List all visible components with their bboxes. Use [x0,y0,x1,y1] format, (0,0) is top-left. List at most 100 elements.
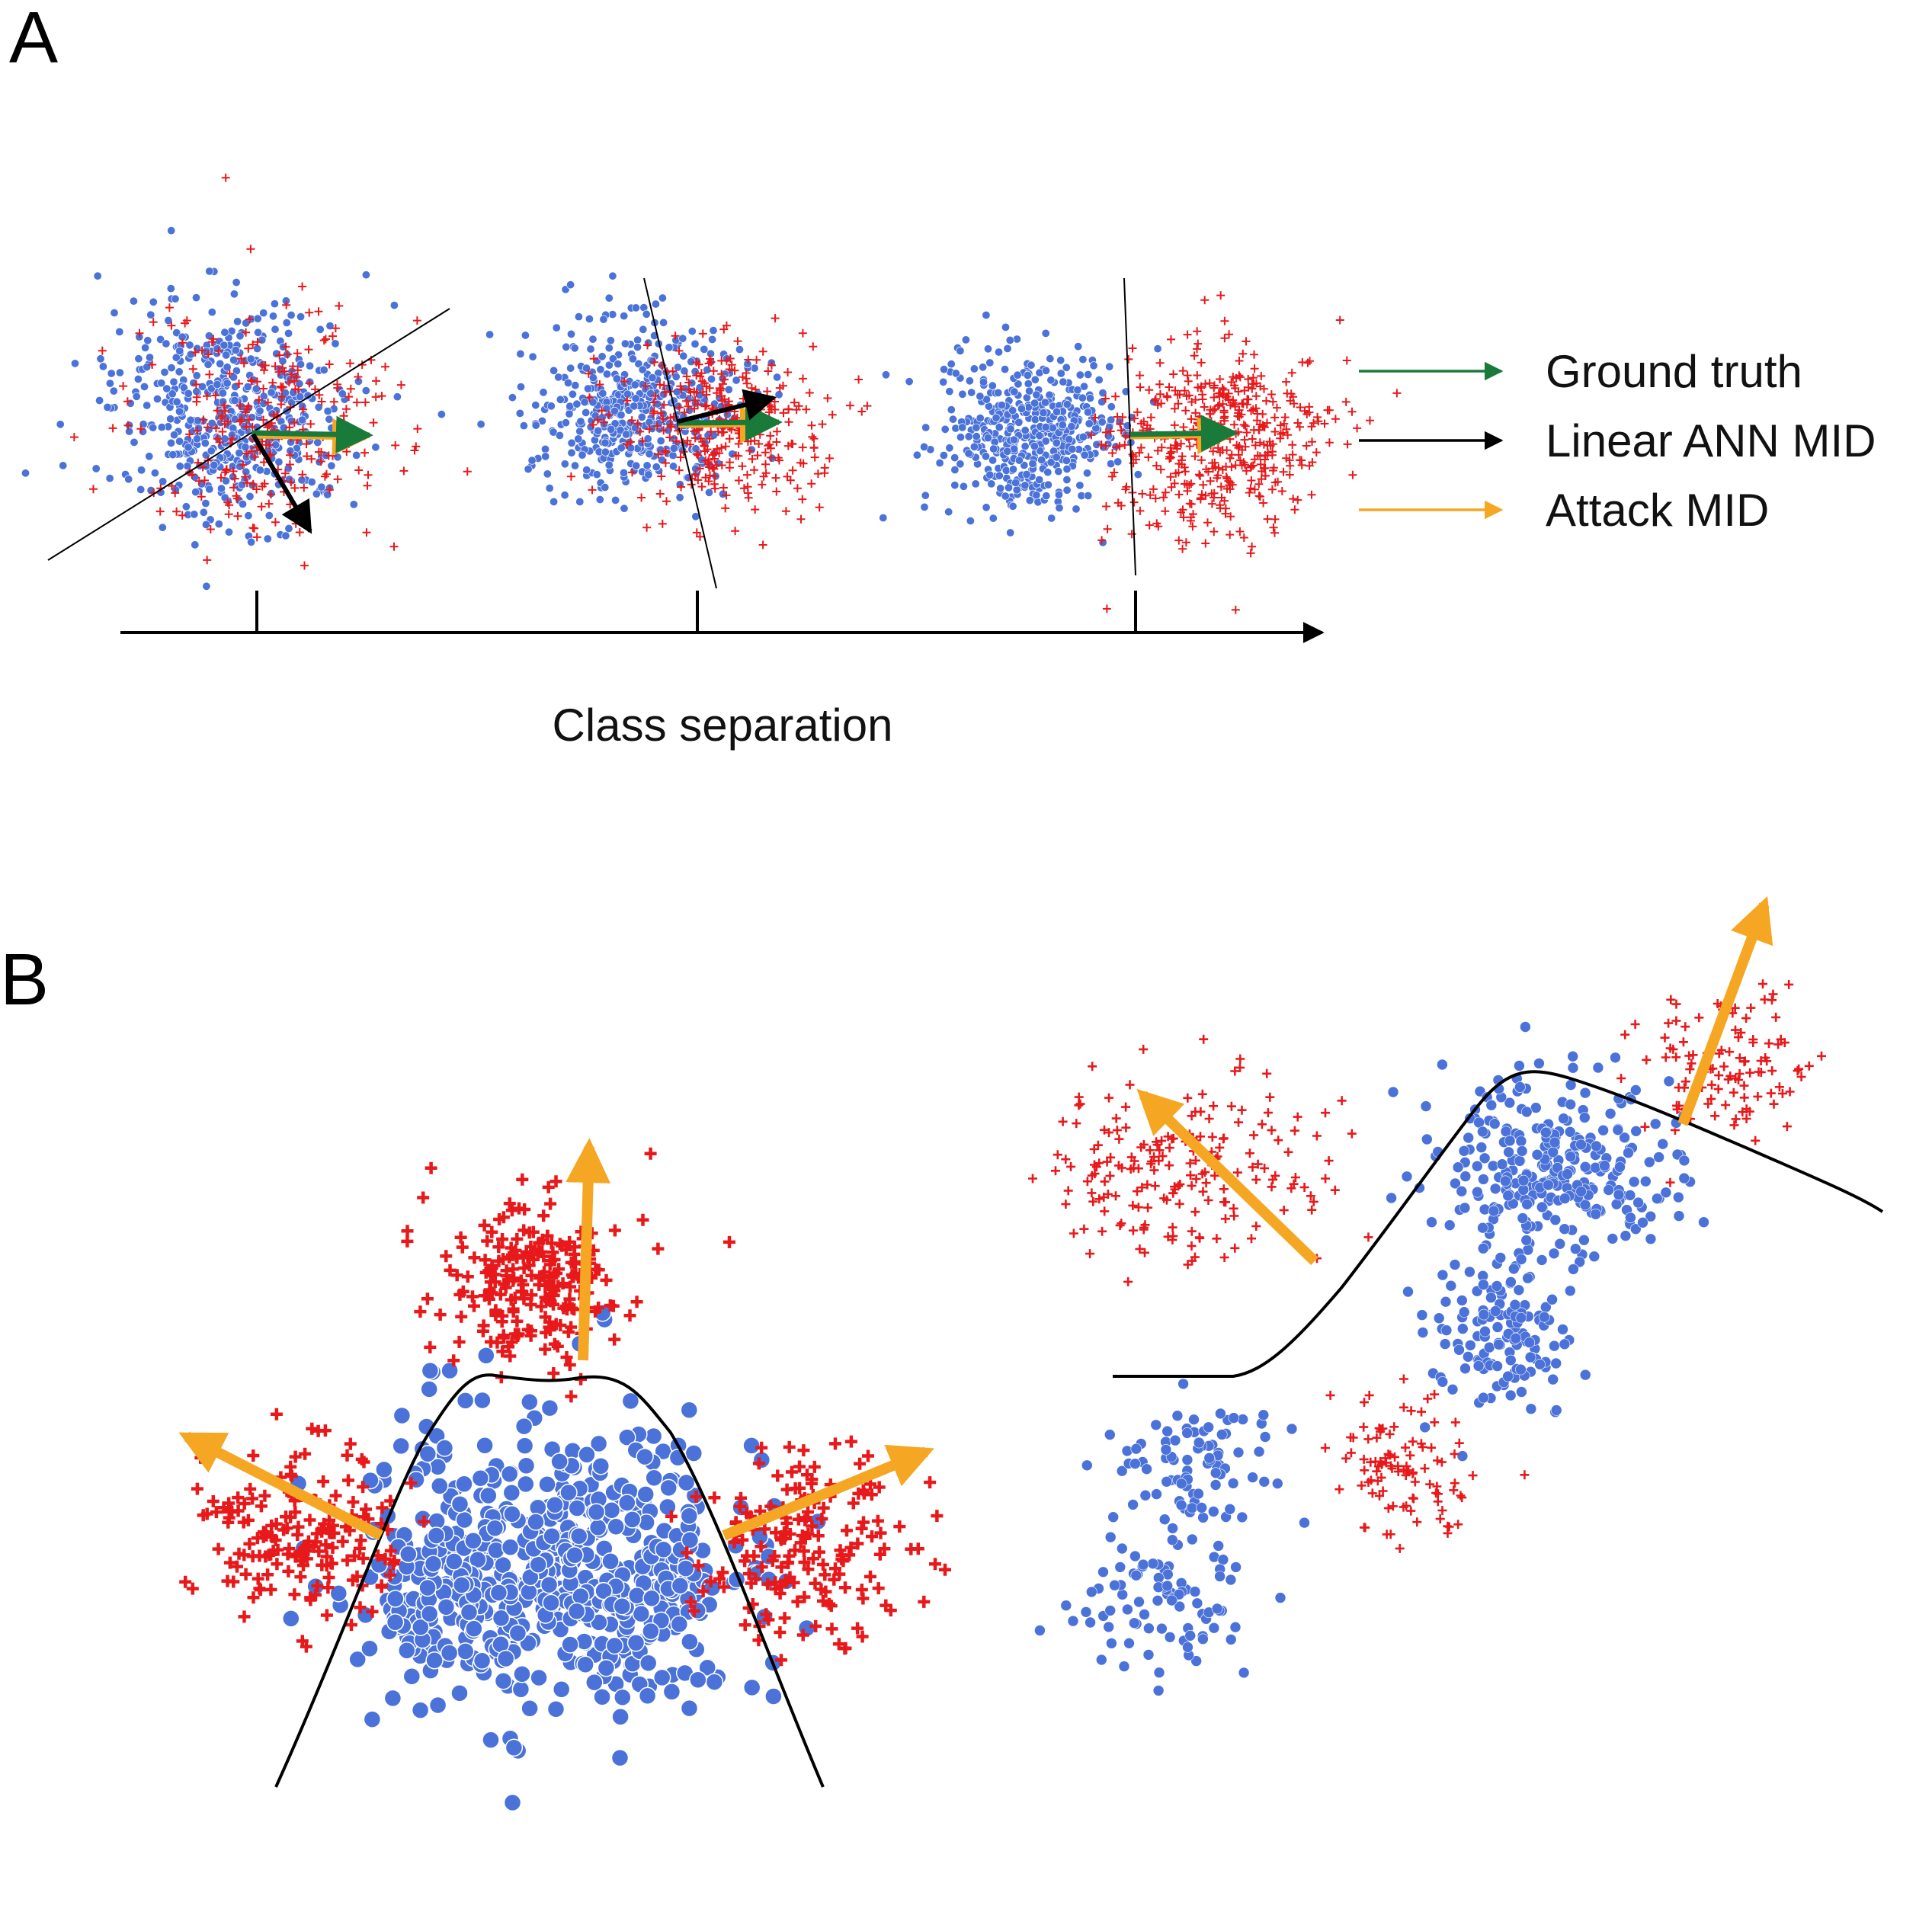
class-b-point [1123,1276,1133,1286]
class-b-point [662,448,670,457]
class-b-point [487,1268,499,1281]
class-a-point [221,476,230,485]
class-a-point [596,365,605,374]
class-b-point [1117,1219,1126,1228]
class-b-point [264,499,274,508]
class-a-point [1514,1081,1526,1093]
class-a-point [511,1680,530,1699]
class-a-point [1525,1403,1537,1414]
class-b-point [517,1292,530,1305]
class-a-point [296,312,306,322]
class-a-point [1001,466,1011,475]
class-b-point [193,426,202,435]
class-b-point [1408,1494,1418,1504]
class-b-point [751,505,760,514]
class-a-point [563,378,572,387]
class-a-point [1097,418,1107,427]
class-a-point [1505,1354,1517,1366]
class-b-point [245,415,254,424]
class-b-point [1312,448,1321,457]
class-b-point [466,1290,479,1303]
class-a-point [1046,354,1055,364]
class-b-point [1753,1091,1763,1101]
class-b-point [1102,1157,1112,1167]
class-b-point [320,1550,333,1563]
class-a-point [1456,1450,1469,1462]
class-a-point [1607,1233,1619,1244]
class-a-point [1104,1605,1116,1616]
class-a-point [1156,1622,1168,1635]
class-a-point [1588,1251,1600,1262]
class-a-point [1024,379,1033,388]
class-a-point [1014,456,1024,465]
class-a-point [224,527,233,537]
class-b-point [812,1529,825,1542]
class-b-point [1203,518,1212,527]
class-b-point [734,439,743,448]
class-b-point [89,485,98,494]
class-a-point [1625,1212,1636,1224]
class-b-point [503,1251,516,1264]
class-b-point [1213,471,1222,480]
class-b-point [1774,1082,1784,1092]
class-b-point [1777,1089,1787,1098]
class-a-point [1565,1285,1576,1297]
class-b-point [248,524,258,533]
class-b-point [1267,1126,1277,1135]
class-a-point [1107,460,1116,469]
class-b-point [817,1501,830,1514]
class-b-point [1151,494,1160,503]
class-b-point [1330,1185,1340,1195]
class-b-point [1620,1030,1630,1039]
class-b-point [302,440,311,449]
class-a-point [1189,1586,1201,1597]
class-b-point [1195,470,1203,479]
class-b-point [905,1542,918,1555]
class-a-point [1130,1443,1142,1455]
class-a-point [244,511,253,520]
class-b-point [595,380,604,389]
class-a-point [956,460,965,469]
class-b-point [1283,389,1292,398]
class-b-point [505,1204,518,1217]
class-b-point [1219,1133,1229,1143]
class-b-point [1240,435,1249,444]
class-a-point [1001,492,1010,501]
class-a-point [136,485,146,494]
class-b-point [755,1561,768,1574]
class-a-point [338,389,347,399]
class-b-point [383,1568,396,1581]
class-a-point [1020,426,1030,435]
class-b-point [1388,1501,1398,1511]
class-b-point [421,1292,434,1305]
class-b-point [659,426,668,435]
class-a-point [642,309,651,319]
class-b-point [1167,335,1175,344]
class-b-point [348,1549,361,1562]
class-b-point [1248,542,1257,551]
class-a-point [617,410,626,419]
class-b-point [492,1241,505,1254]
class-b-point [271,362,280,371]
class-b-point [1226,485,1235,494]
class-a-point [958,423,967,432]
class-a-point [1536,1201,1548,1213]
class-b-point [477,1319,490,1332]
class-b-point [239,460,248,469]
class-a-point [1543,1179,1554,1191]
class-a-point [604,293,614,303]
class-b-point [1216,375,1225,383]
class-a-point [1143,1622,1155,1634]
class-a-point [709,326,718,335]
class-b-point [297,1559,309,1572]
class-b-point [809,443,819,452]
class-b-point [223,1497,235,1510]
class-b-point [1363,1232,1373,1242]
class-a-point [1191,1597,1203,1610]
class-b-point [713,444,722,453]
class-a-point [56,420,65,429]
class-b-point [1427,1443,1437,1453]
class-a-point [1142,1649,1155,1661]
class-a-point [360,1639,379,1658]
class-a-point [947,360,956,369]
